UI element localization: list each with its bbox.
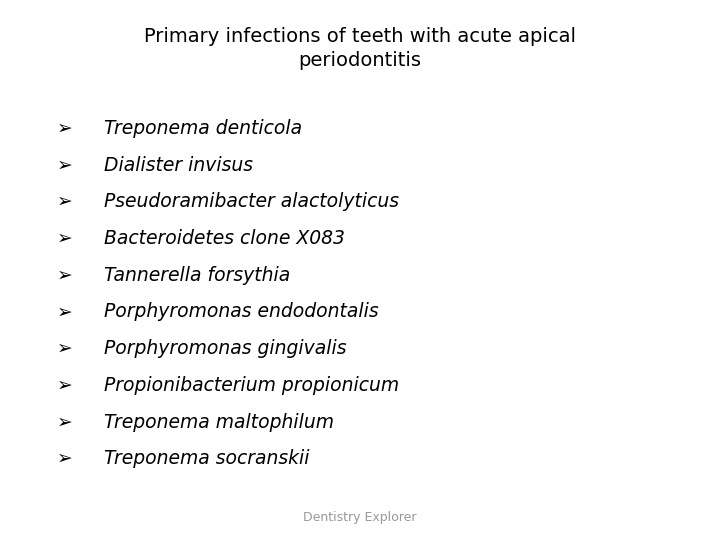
Text: ➢: ➢ <box>57 156 73 174</box>
Text: Tannerella forsythia: Tannerella forsythia <box>104 266 291 285</box>
Text: ➢: ➢ <box>57 229 73 248</box>
Text: ➢: ➢ <box>57 192 73 211</box>
Text: Treponema denticola: Treponema denticola <box>104 119 302 138</box>
Text: ➢: ➢ <box>57 413 73 431</box>
Text: ➢: ➢ <box>57 266 73 285</box>
Text: ➢: ➢ <box>57 449 73 468</box>
Text: Treponema maltophilum: Treponema maltophilum <box>104 413 334 431</box>
Text: Porphyromonas endodontalis: Porphyromonas endodontalis <box>104 302 379 321</box>
Text: Treponema socranskii: Treponema socranskii <box>104 449 310 468</box>
Text: ➢: ➢ <box>57 339 73 358</box>
Text: Dentistry Explorer: Dentistry Explorer <box>303 511 417 524</box>
Text: Primary infections of teeth with acute apical
periodontitis: Primary infections of teeth with acute a… <box>144 27 576 70</box>
Text: ➢: ➢ <box>57 376 73 395</box>
Text: ➢: ➢ <box>57 302 73 321</box>
Text: Bacteroidetes clone X083: Bacteroidetes clone X083 <box>104 229 346 248</box>
Text: Propionibacterium propionicum: Propionibacterium propionicum <box>104 376 400 395</box>
Text: Porphyromonas gingivalis: Porphyromonas gingivalis <box>104 339 347 358</box>
Text: Pseudoramibacter alactolyticus: Pseudoramibacter alactolyticus <box>104 192 400 211</box>
Text: Dialister invisus: Dialister invisus <box>104 156 253 174</box>
Text: ➢: ➢ <box>57 119 73 138</box>
